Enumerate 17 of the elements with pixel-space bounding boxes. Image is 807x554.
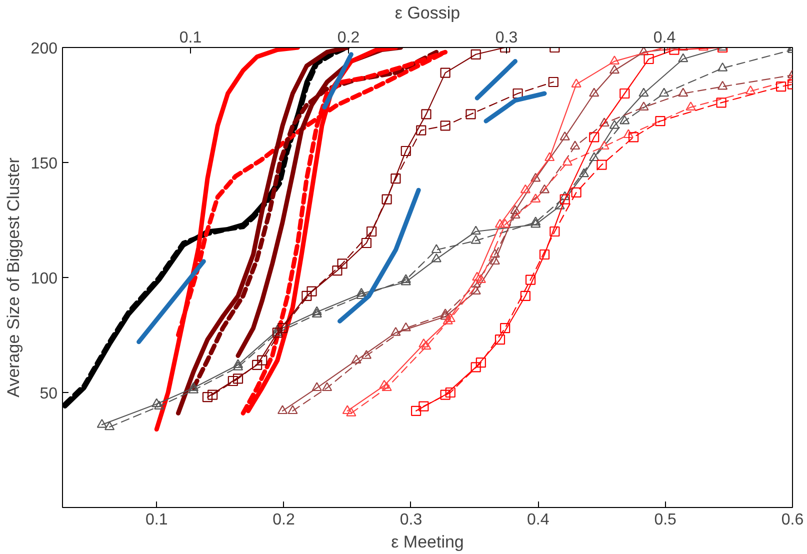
x2-tick-label: 0.1 xyxy=(179,30,202,46)
x2-axis-title: ε Gossip xyxy=(394,4,460,22)
x2-tick-label: 0.2 xyxy=(337,30,360,46)
y-tick-label: 200 xyxy=(30,40,58,58)
x-tick-label: 0.2 xyxy=(272,512,296,528)
x-tick-label: 0.3 xyxy=(400,512,422,528)
y-tick-label: 100 xyxy=(30,270,58,288)
y-tick-label: 150 xyxy=(30,156,58,172)
x-tick-label: 0.5 xyxy=(654,512,677,528)
y-axis-title: Average Size of Biggest Cluster xyxy=(4,157,23,398)
x-axis-title: ε Meeting xyxy=(391,532,464,552)
x2-tick-label: 0.3 xyxy=(495,30,518,46)
x2-tick-label: 0.4 xyxy=(653,30,676,46)
x-tick-label: 0.6 xyxy=(781,512,804,528)
x-tick-label: 0.4 xyxy=(527,512,550,528)
y-tick-label: 50 xyxy=(40,386,58,402)
x-tick-label: 0.1 xyxy=(145,512,168,528)
